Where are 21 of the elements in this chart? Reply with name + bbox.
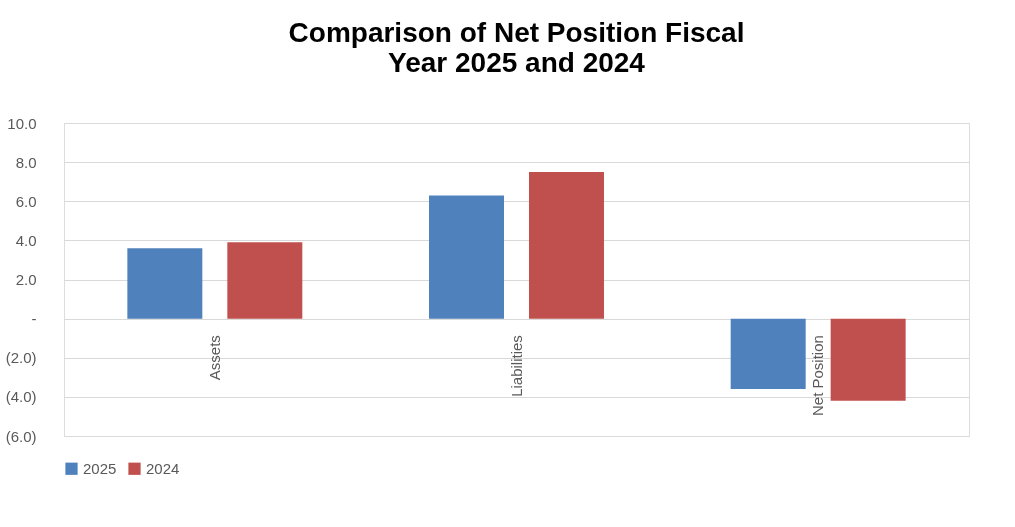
x-tick-label: Assets (205, 335, 223, 381)
legend-label: 2024 (146, 459, 180, 477)
bar (529, 171, 604, 319)
y-tick-label: 2.0 (15, 271, 37, 288)
y-tick-label: (6.0) (5, 427, 37, 445)
bar (730, 318, 806, 390)
chart-title: Comparison of Net Position Fiscal Year 2025 and 2024 (288, 17, 745, 78)
bar (127, 248, 203, 319)
x-tick-label: Net Position (809, 335, 827, 416)
bar (227, 242, 303, 319)
legend-label: 2025 (83, 459, 117, 477)
y-tick-label: (2.0) (5, 349, 37, 367)
bar (429, 195, 504, 319)
y-tick-label: 4.0 (15, 231, 37, 249)
bar (830, 318, 906, 401)
y-tick-label: 8.0 (15, 153, 37, 171)
x-tick-label: Liabilities (507, 335, 525, 397)
y-tick-label: (4.0) (5, 388, 37, 406)
y-tick-label: 10.0 (7, 114, 37, 132)
y-tick-label: 6.0 (15, 192, 37, 210)
y-tick-label: - (31, 310, 37, 328)
